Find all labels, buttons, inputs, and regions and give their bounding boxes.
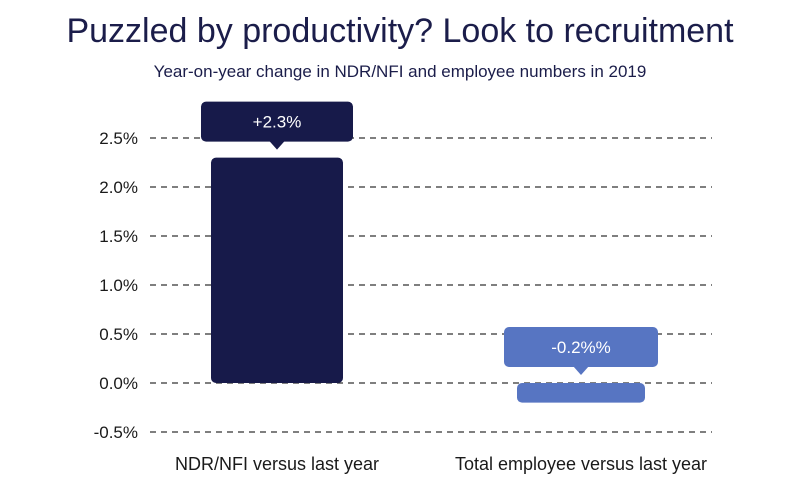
y-tick-label: -0.5% — [94, 423, 138, 442]
data-label-pointer — [573, 366, 589, 375]
data-label: +2.3% — [253, 113, 302, 132]
y-tick-label: 0.5% — [99, 325, 138, 344]
chart-title: Puzzled by productivity? Look to recruit… — [66, 12, 734, 50]
x-category-label: Total employee versus last year — [455, 454, 707, 474]
bar — [211, 157, 343, 383]
y-tick-label: 1.0% — [99, 276, 138, 295]
y-tick-label: 1.5% — [99, 227, 138, 246]
y-tick-label: 2.0% — [99, 178, 138, 197]
data-label-box — [504, 327, 658, 367]
data-label-box — [201, 101, 353, 142]
chart-subtitle: Year-on-year change in NDR/NFI and emplo… — [153, 62, 647, 81]
data-label: -0.2%% — [551, 338, 611, 357]
y-tick-label: 2.5% — [99, 129, 138, 148]
bar — [517, 383, 645, 403]
y-tick-label: 0.0% — [99, 374, 138, 393]
data-label-pointer — [269, 140, 285, 150]
x-category-label: NDR/NFI versus last year — [175, 454, 379, 474]
